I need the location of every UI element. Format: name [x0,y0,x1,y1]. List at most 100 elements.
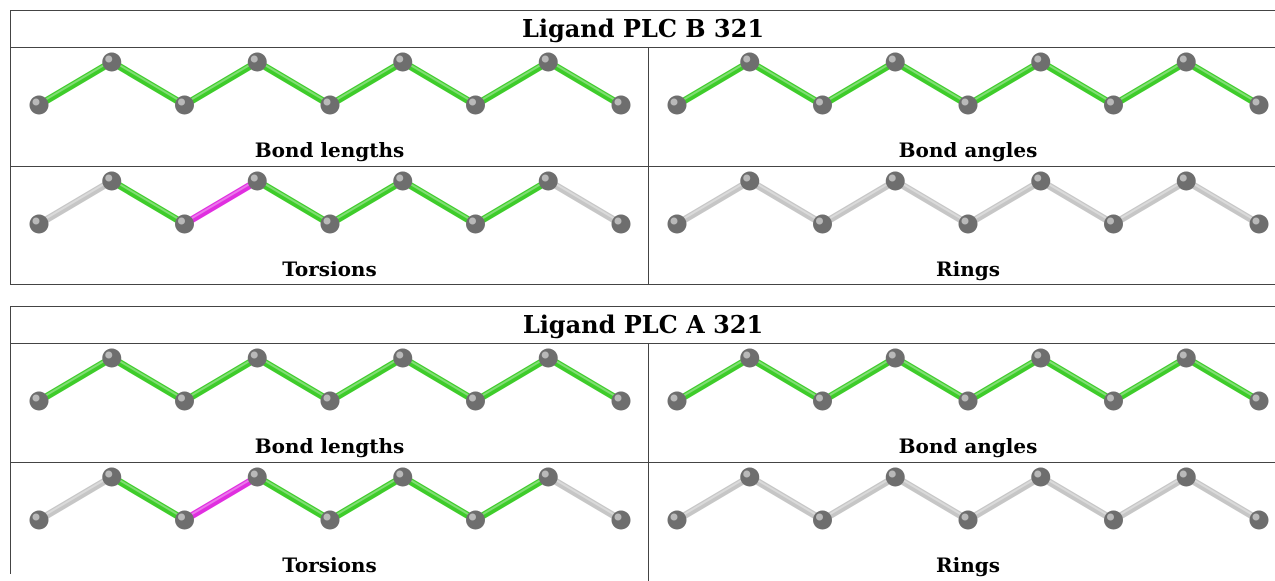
bond-none [35,177,116,228]
atom-shine [105,55,113,63]
atom-shine [1107,98,1114,106]
atom [393,467,413,487]
bond-highlight [256,178,331,224]
atom [958,95,978,115]
bond-ok [326,473,407,524]
bond-ok [35,354,116,405]
atom [247,348,267,368]
panel-row-top: Bond lengths Bond angles [11,48,1275,167]
bond-highlight [38,355,113,401]
atom-shine [670,513,678,521]
atom-shine [396,470,404,478]
atom [1104,214,1123,234]
bond-highlight [894,178,969,224]
bond-ok [108,354,188,405]
atom [740,348,760,368]
atom-shine [323,394,331,402]
bond-highlight [1185,355,1260,401]
atom [611,95,631,115]
atom [885,52,905,72]
atom-shine [888,470,896,478]
bond-none [964,177,1045,228]
panel-row-bottom: Torsions Rings [11,167,1275,285]
atom-shine [250,55,258,63]
atom-shine [250,470,258,478]
atom-shine [469,513,476,521]
bond-highlight [402,178,477,224]
atom-shine [1034,55,1042,63]
bond-ok [746,58,826,109]
bond-ok [964,354,1045,405]
atom-shine [743,470,751,478]
atom-shine [743,174,751,182]
atom [611,510,631,530]
bond-highlight [894,59,969,105]
bond-highlight [329,355,404,401]
bond-highlight [1112,59,1187,105]
bond-ok [673,354,754,405]
atom-shine [105,174,113,182]
bond-none [746,473,826,524]
atom-shine [105,351,113,359]
panel-rings: Rings [649,167,1275,285]
bond-none [1037,473,1117,524]
atom [958,214,978,234]
bond-highlight [474,59,549,105]
atom [102,467,122,487]
panel-rings: Rings [649,463,1275,581]
atom [320,391,340,411]
panel-caption: Bond lengths [254,434,405,458]
atom [1176,52,1196,72]
bond-highlight [894,355,969,401]
bond-highlight [821,474,896,520]
atom [885,171,905,191]
bond-highlight [749,59,824,105]
atom-shine [32,98,40,106]
bond-highlight [474,355,549,401]
atom-shine [670,394,678,402]
atom [29,214,49,234]
atom-shine [323,513,331,521]
bond-highlight [256,474,331,520]
atom-shine [1252,217,1260,225]
bond-none [1182,177,1263,228]
atom [1176,348,1196,368]
bond-none [35,473,116,524]
bond-none [1037,177,1117,228]
atom [1104,510,1123,530]
atom-shine [1107,513,1114,521]
atom-shine [614,98,622,106]
bond-highlight [402,355,477,401]
atom [740,171,760,191]
bond-none [891,177,972,228]
panel-caption: Rings [935,553,1000,577]
atom-shine [888,55,896,63]
atom [102,171,122,191]
ligand-table-a: Ligand PLC A 321 Bond lengths Bond angle… [10,306,1275,581]
atom [1104,95,1123,115]
atom [667,391,687,411]
atom [740,467,760,487]
atom-shine [541,470,549,478]
atom [813,95,832,115]
bond-highlight [894,474,969,520]
bond-ok [891,58,972,109]
atom [538,467,558,487]
atom-shine [961,217,969,225]
atom-shine [961,98,969,106]
atom [1249,214,1269,234]
atom-shine [816,513,823,521]
bond-ok [1182,354,1263,405]
bond-highlight [1040,474,1115,520]
bond-highlight [676,178,751,224]
bond-highlight [1185,178,1260,224]
atom [102,52,122,72]
panel-caption: Bond angles [898,434,1038,458]
atom-shine [541,174,549,182]
atom [611,214,631,234]
atom-shine [1179,470,1187,478]
atom-shine [1107,217,1114,225]
atom [247,52,267,72]
bond-none [544,177,625,228]
bond-ok [108,58,188,109]
